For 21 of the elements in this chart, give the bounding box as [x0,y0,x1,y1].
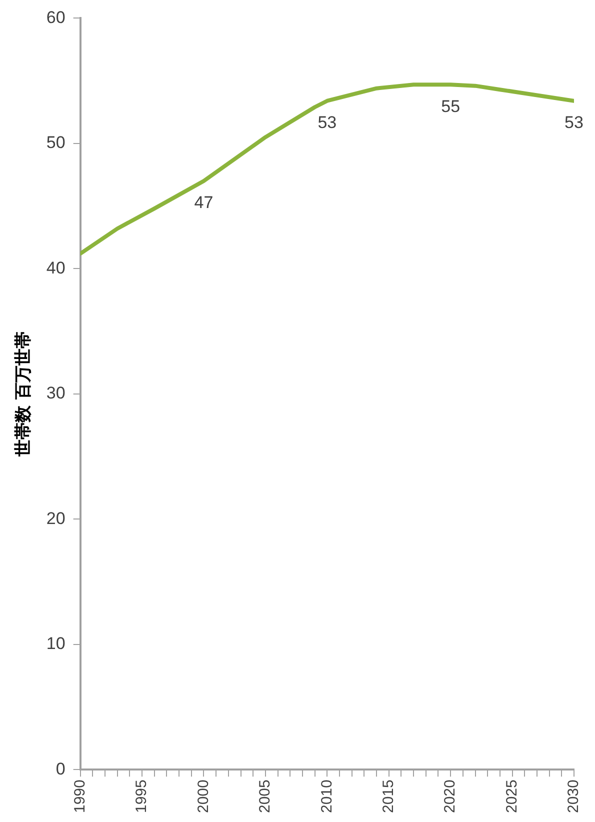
data-label: 55 [441,96,460,116]
x-tick-label: 2015 [380,780,398,814]
x-tick-label: 2025 [503,780,520,814]
y-axis-title: 世帯数 百万世帯 [14,331,34,458]
x-tick-label: 2020 [442,780,459,814]
y-tick-label: 50 [46,133,66,152]
y-tick-label: 30 [46,384,66,403]
x-tick-label: 2005 [256,780,274,814]
y-tick-label: 0 [56,759,66,778]
y-tick-label: 10 [46,634,66,654]
data-label: 47 [194,193,214,212]
y-tick-label: 60 [46,8,66,27]
y-tick-label: 20 [46,508,66,528]
x-tick-label: 1995 [133,780,150,814]
data-label: 53 [318,113,337,132]
x-tick-label: 2010 [318,780,336,814]
y-tick-label: 40 [46,258,66,278]
data-label: 53 [564,113,584,132]
x-tick-label: 1990 [71,780,88,814]
x-tick-label: 2030 [565,780,582,814]
x-tick-label: 2000 [194,780,212,814]
